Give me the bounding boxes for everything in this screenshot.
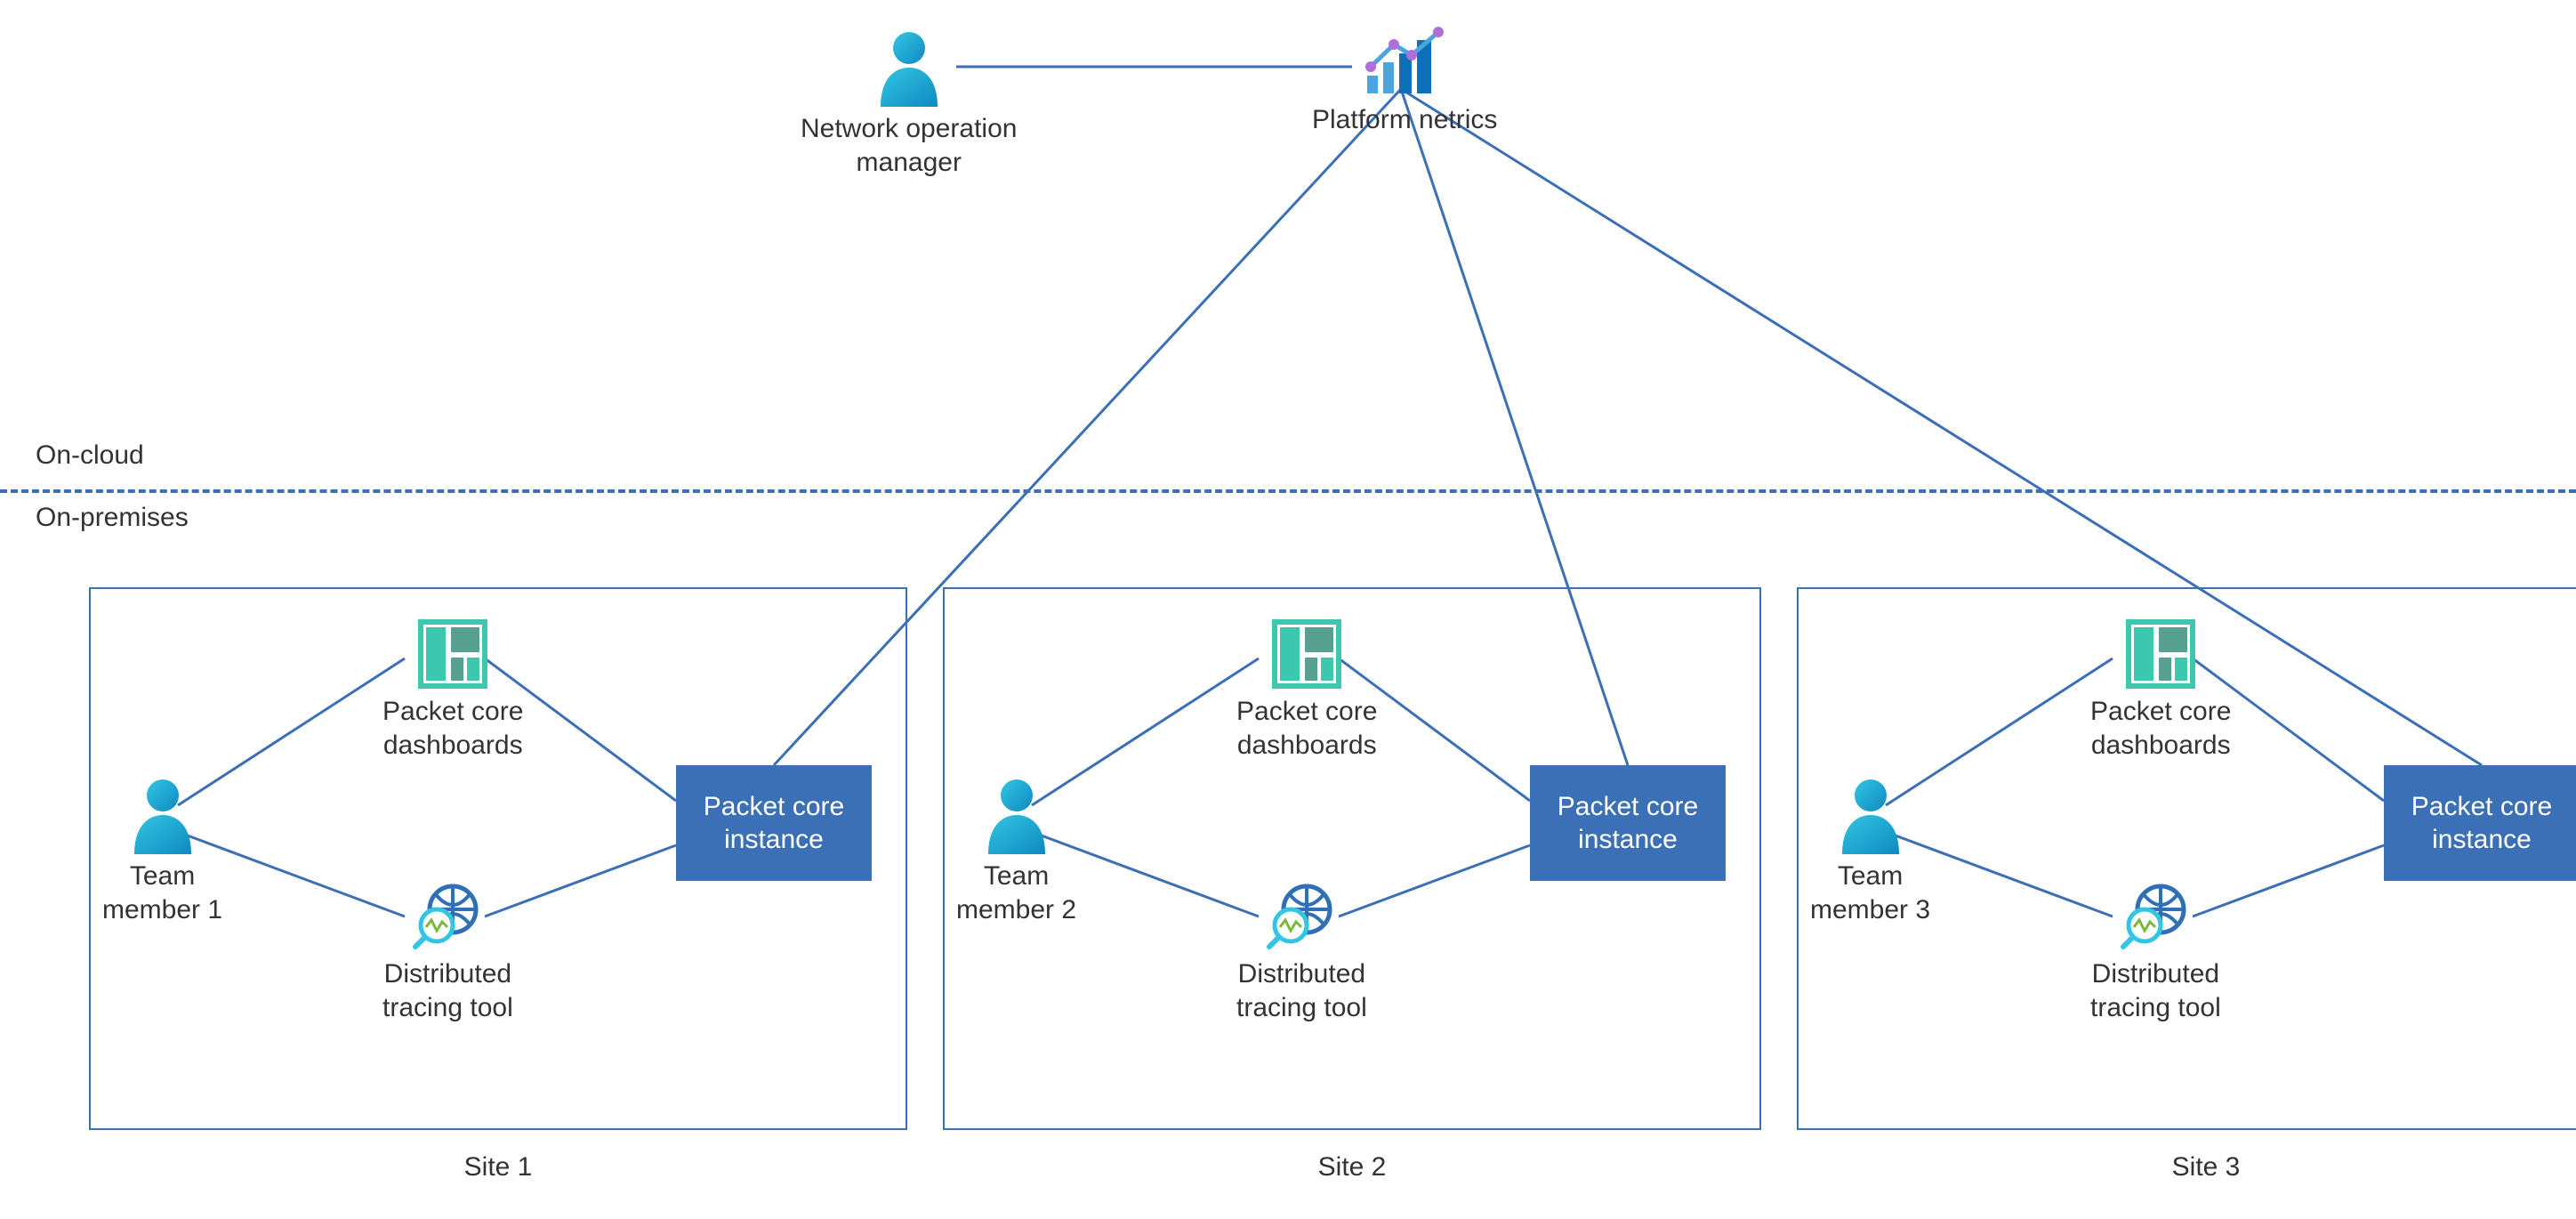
network-operation-manager-node: Network operation manager	[801, 27, 1017, 179]
packet-core-instance-box: Packet core instance	[1530, 765, 1726, 881]
distributed-tracing-node: Distributed tracing tool	[2090, 881, 2221, 1024]
diagram-stage: On-cloud On-premises Network operation m…	[0, 0, 2576, 1219]
packet-core-dashboards-node: Packet core dashboards	[382, 618, 523, 762]
distributed-tracing-node: Distributed tracing tool	[1236, 881, 1367, 1024]
manager-label: Network operation manager	[801, 112, 1017, 179]
site-title: Site 2	[1263, 1152, 1441, 1183]
team-member-node: Team member 1	[102, 774, 222, 926]
person-icon	[127, 774, 198, 854]
packet-core-dashboards-node: Packet core dashboards	[1236, 618, 1377, 762]
dashboard-icon	[1271, 618, 1342, 690]
site-title: Site 1	[409, 1152, 587, 1183]
distributed-tracing-node: Distributed tracing tool	[382, 881, 513, 1024]
packet-core-instance-box: Packet core instance	[676, 765, 872, 881]
platform-metrics-node: Platform netrics	[1312, 27, 1497, 137]
person-icon	[1835, 774, 1906, 854]
team-member-node: Team member 3	[1810, 774, 1930, 926]
tracing-icon	[2120, 881, 2191, 952]
tracing-icon	[1266, 881, 1337, 952]
person-icon	[873, 27, 945, 107]
site-title: Site 3	[2117, 1152, 2295, 1183]
metrics-label: Platform netrics	[1312, 103, 1497, 137]
team-label: Team member 2	[956, 860, 1076, 926]
person-icon	[981, 774, 1052, 854]
dashboards-label: Packet core dashboards	[2090, 695, 2231, 762]
team-label: Team member 3	[1810, 860, 1930, 926]
packet-core-dashboards-node: Packet core dashboards	[2090, 618, 2231, 762]
tracing-label: Distributed tracing tool	[2090, 957, 2221, 1024]
team-label: Team member 1	[102, 860, 222, 926]
dashboards-label: Packet core dashboards	[382, 695, 523, 762]
dashboard-icon	[417, 618, 488, 690]
dashboards-label: Packet core dashboards	[1236, 695, 1377, 762]
dashboard-icon	[2125, 618, 2196, 690]
cloud-premises-divider	[0, 489, 2576, 493]
on-premises-label: On-premises	[36, 503, 189, 533]
team-member-node: Team member 2	[956, 774, 1076, 926]
tracing-label: Distributed tracing tool	[1236, 957, 1367, 1024]
on-cloud-label: On-cloud	[36, 440, 144, 471]
metrics-icon	[1360, 27, 1449, 98]
tracing-icon	[412, 881, 483, 952]
packet-core-instance-box: Packet core instance	[2384, 765, 2576, 881]
tracing-label: Distributed tracing tool	[382, 957, 513, 1024]
